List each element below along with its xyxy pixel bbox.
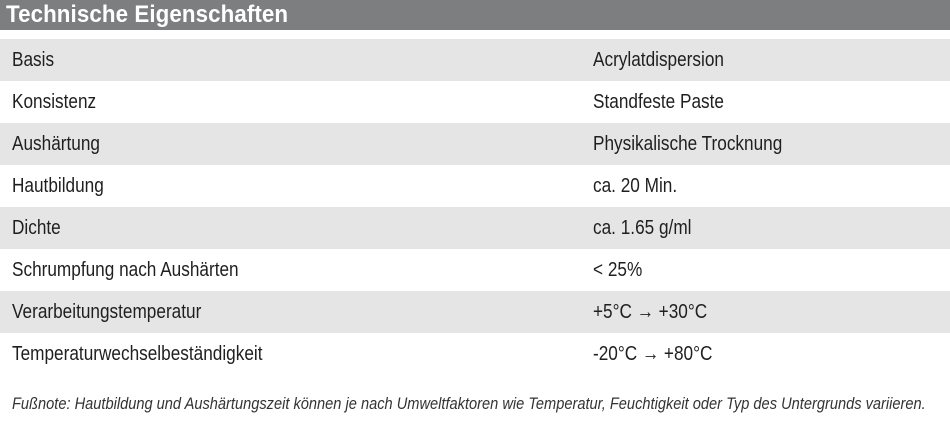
property-value: -20°C → +80°C — [593, 343, 713, 365]
property-label: Basis — [12, 49, 55, 71]
properties-table: Basis Acrylatdispersion Konsistenz Stand… — [0, 39, 950, 375]
table-row: Dichte ca. 1.65 g/ml — [0, 207, 950, 249]
property-value: +5°C → +30°C — [593, 301, 708, 323]
table-row: Hautbildung ca. 20 Min. — [0, 165, 950, 207]
property-value: ca. 20 Min. — [593, 175, 678, 197]
property-value: ca. 1.65 g/ml — [593, 217, 692, 239]
table-row: Verarbeitungstemperatur +5°C → +30°C — [0, 291, 950, 333]
property-value: Acrylatdispersion — [593, 49, 724, 71]
property-value: Physikalische Trocknung — [593, 133, 783, 155]
property-label: Hautbildung — [12, 175, 104, 197]
property-label: Konsistenz — [12, 91, 97, 113]
property-label: Dichte — [12, 217, 61, 239]
property-label: Aushärtung — [12, 133, 100, 155]
footnote: Fußnote: Hautbildung und Aushärtungszeit… — [12, 394, 926, 413]
property-value: < 25% — [593, 259, 643, 281]
table-row: Aushärtung Physikalische Trocknung — [0, 123, 950, 165]
property-label: Temperaturwechselbeständigkeit — [12, 343, 263, 365]
section-title: Technische Eigenschaften — [6, 1, 289, 28]
property-value: Standfeste Paste — [593, 91, 725, 113]
table-row: Temperaturwechselbeständigkeit -20°C → +… — [0, 333, 950, 375]
property-label: Schrumpfung nach Aushärten — [12, 259, 239, 281]
table-row: Basis Acrylatdispersion — [0, 39, 950, 81]
table-row: Konsistenz Standfeste Paste — [0, 81, 950, 123]
property-label: Verarbeitungstemperatur — [12, 301, 202, 323]
table-row: Schrumpfung nach Aushärten < 25% — [0, 249, 950, 291]
section-header: Technische Eigenschaften — [0, 0, 950, 30]
